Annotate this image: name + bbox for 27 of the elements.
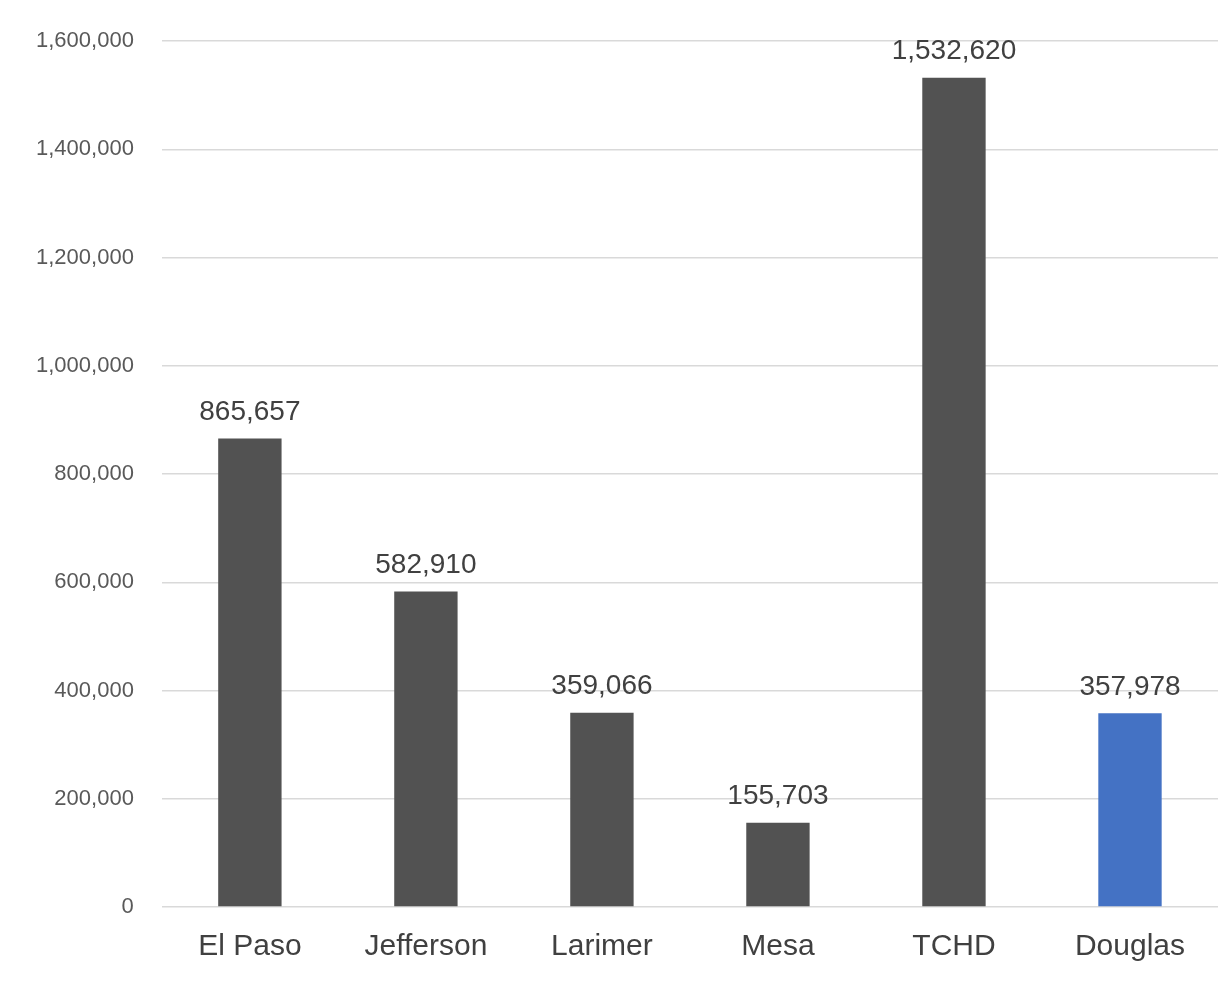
- data-label: 357,978: [1079, 670, 1181, 702]
- y-tick-label: 600,000: [54, 568, 134, 594]
- x-tick-label: Jefferson: [364, 928, 488, 962]
- y-tick-label: 1,600,000: [36, 27, 134, 53]
- data-label: 582,910: [375, 548, 477, 580]
- y-tick-label: 1,400,000: [36, 135, 134, 161]
- y-tick-label: 800,000: [54, 460, 134, 486]
- bar: [1098, 713, 1162, 907]
- data-label: 1,532,620: [891, 34, 1017, 66]
- data-label: 865,657: [199, 395, 301, 427]
- x-tick-label: Larimer: [551, 928, 653, 962]
- x-tick-label: Mesa: [741, 928, 815, 962]
- y-tick-label: 200,000: [54, 784, 134, 810]
- bar: [218, 438, 282, 907]
- y-tick-label: 400,000: [54, 676, 134, 702]
- y-tick-label: 1,200,000: [36, 243, 134, 269]
- y-tick-label: 1,000,000: [36, 351, 134, 377]
- x-tick-label: Douglas: [1074, 928, 1186, 962]
- bar: [570, 712, 634, 907]
- bar: [922, 77, 986, 907]
- bar: [746, 822, 810, 907]
- x-tick-label: TCHD: [912, 928, 996, 962]
- data-label: 359,066: [551, 669, 653, 701]
- y-tick-label: 0: [121, 893, 134, 919]
- data-label: 155,703: [727, 779, 829, 811]
- bar: [394, 591, 458, 907]
- x-tick-label: El Paso: [198, 928, 302, 962]
